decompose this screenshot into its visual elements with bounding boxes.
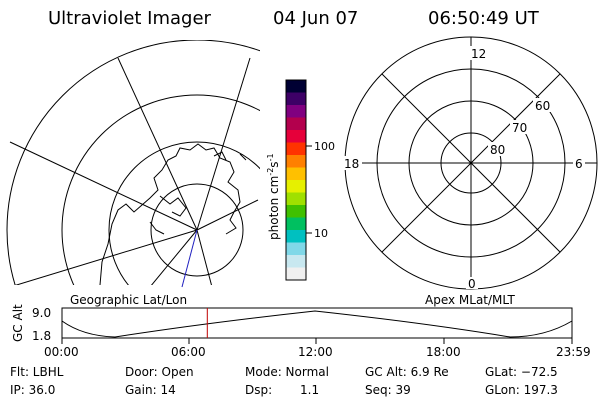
colorbar-cell — [286, 217, 306, 231]
altitude-axis-label: GC Alt — [11, 304, 25, 342]
polar-label-bg-60 — [533, 98, 553, 112]
colorbar-cell — [286, 205, 306, 218]
mlt-label-6: 6 — [575, 157, 583, 171]
colorbar-cell — [286, 80, 306, 93]
altitude-plot-frame — [61, 307, 573, 339]
geo-lat-circle-outer — [61, 94, 260, 285]
glat-readout: GLat: −72.5 — [485, 365, 558, 379]
time-label-3: 18:00 — [426, 345, 461, 359]
geo-lat-circle-far — [6, 40, 260, 285]
instrument-title: Ultraviolet Imager — [48, 8, 212, 29]
colorbar-frame — [285, 79, 307, 281]
geographic-map — [6, 40, 260, 288]
colorbar-tick-label-10: 10 — [314, 227, 328, 240]
colorbar-cell — [286, 167, 306, 181]
polar-label-bg-6 — [573, 156, 585, 170]
geo-meridian-7 — [196, 199, 259, 231]
colorbar-cell — [286, 105, 306, 118]
geo-lat-circle-mid — [108, 141, 260, 285]
colorbar-cell — [286, 192, 306, 206]
colorbar-cell — [286, 255, 306, 268]
door-readout: Door: Open — [125, 365, 194, 379]
magnetic-polar-plot — [344, 36, 598, 290]
colorbar-tick-label-100: 100 — [314, 140, 335, 153]
time-label-4: 23:59 — [556, 345, 591, 359]
geographic-caption: Geographic Lat/Lon — [70, 293, 187, 307]
colorbar-unit-label: photon cm-2s-1 — [266, 153, 281, 240]
colorbar-cell — [286, 130, 306, 143]
colorbar-cell — [286, 117, 306, 131]
polar-label-bg-0 — [466, 277, 478, 289]
seq-readout: Seq: 39 — [365, 383, 411, 397]
filter-readout: Flt: LBHL — [10, 365, 64, 379]
colorbar-cell — [286, 155, 306, 168]
altitude-curve — [61, 310, 573, 338]
altitude-strip: GC Alt 9.0 1.8 00:00 06:00 12:00 18:00 2… — [11, 304, 591, 359]
altitude-min-label: 1.8 — [32, 329, 51, 343]
colorbar-cell — [286, 92, 306, 106]
lat-label-70: 70 — [512, 121, 527, 135]
lat-label-60: 60 — [535, 99, 550, 113]
colorbar-cell — [286, 267, 306, 281]
polar-labels: 12 18 6 0 60 70 80 — [342, 46, 585, 291]
mlt-label-18: 18 — [344, 157, 359, 171]
time-label: 06:50:49 UT — [428, 8, 540, 29]
glon-readout: GLon: 197.3 — [485, 383, 558, 397]
dsp-readout-value: 1.1 — [300, 383, 319, 397]
polar-label-bg-12 — [469, 46, 485, 60]
polar-label-bg-70 — [510, 120, 530, 134]
colorbar-cell — [286, 142, 306, 156]
geo-meridian-2 — [196, 57, 251, 231]
polar-diagonal-2 — [381, 73, 561, 253]
date-label: 04 Jun 07 — [273, 8, 358, 29]
time-label-0: 00:00 — [44, 345, 79, 359]
geo-meridian-6 — [196, 229, 212, 285]
dsp-readout-label: Dsp: — [245, 383, 272, 397]
colorbar-cell — [286, 180, 306, 193]
geo-meridian-5 — [151, 229, 198, 285]
geo-lat-circle-inner — [150, 183, 244, 277]
colorbar-cell — [286, 242, 306, 256]
geo-meridian-1 — [117, 57, 198, 231]
gain-readout: Gain: 14 — [125, 383, 176, 397]
gc-alt-readout: GC Alt: 6.9 Re — [365, 365, 449, 379]
parameter-readouts: Flt: LBHL Door: Open Mode: Normal GC Alt… — [10, 365, 558, 397]
colorbar-cell — [286, 230, 306, 243]
mlt-label-12: 12 — [471, 47, 486, 61]
colorbar-gradient — [286, 80, 306, 281]
lat-label-80: 80 — [490, 143, 505, 157]
apex-caption: Apex MLat/MLT — [425, 293, 515, 307]
time-label-2: 12:00 — [298, 345, 333, 359]
polar-label-bg-80 — [488, 142, 508, 156]
time-label-1: 06:00 — [171, 345, 206, 359]
coastline — [99, 143, 247, 285]
polar-label-bg-18 — [342, 156, 362, 170]
satellite-track — [181, 229, 198, 288]
mlt-label-0: 0 — [468, 277, 476, 291]
mode-readout: Mode: Normal — [245, 365, 329, 379]
colorbar: 100 10 photon cm-2s-1 — [266, 79, 335, 281]
geo-meridian-3 — [9, 141, 198, 231]
ip-readout: IP: 36.0 — [10, 383, 55, 397]
altitude-max-label: 9.0 — [32, 306, 51, 320]
